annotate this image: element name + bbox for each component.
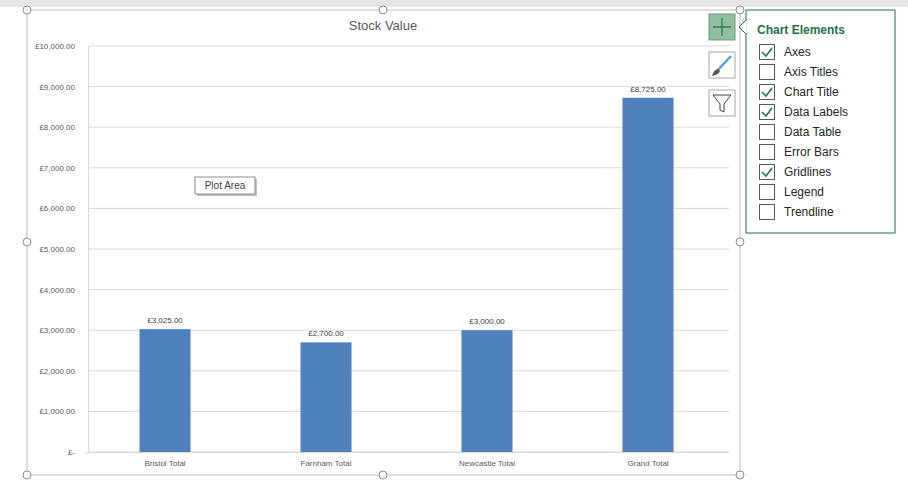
checkbox[interactable]: [760, 165, 775, 180]
checkbox-label[interactable]: Legend: [784, 185, 824, 199]
y-tick: £9,000.00: [39, 83, 88, 92]
x-tick: Newcastle Total: [459, 452, 515, 468]
chart-area[interactable]: [27, 10, 740, 475]
y-tick: £1,000.00: [39, 407, 88, 416]
checkbox-label[interactable]: Axis Titles: [784, 65, 838, 79]
checkbox-label[interactable]: Axes: [784, 45, 811, 59]
top-strip: [0, 0, 908, 7]
resize-handle[interactable]: [736, 471, 744, 479]
y-tick: £5,000.00: [39, 245, 88, 254]
y-axis-line: [88, 47, 89, 453]
y-tick: £8,000.00: [39, 123, 88, 132]
bar: [300, 342, 351, 452]
brush-tip: [712, 69, 720, 76]
panel-box: [746, 10, 895, 233]
panel-pointer: [739, 20, 746, 34]
checkmark: [762, 88, 772, 96]
y-tick-label: £2,000.00: [39, 367, 75, 376]
resize-handle[interactable]: [379, 471, 387, 479]
brush-icon: [718, 56, 731, 70]
checkbox[interactable]: [760, 45, 775, 60]
panel-title: Chart Elements: [757, 23, 845, 37]
y-tick-label: £10,000.00: [35, 42, 76, 51]
x-tick-label: Newcastle Total: [459, 459, 515, 468]
checkbox[interactable]: [760, 185, 775, 200]
resize-handle[interactable]: [379, 6, 387, 14]
y-tick: £7,000.00: [39, 164, 88, 173]
bar: [622, 98, 673, 452]
checkbox[interactable]: [760, 125, 775, 140]
y-tick-label: £8,000.00: [39, 123, 75, 132]
x-tick-label: Grand Total: [627, 459, 668, 468]
y-tick-label: £7,000.00: [39, 164, 75, 173]
x-tick-label: Farnham Total: [301, 459, 352, 468]
y-tick-label: £-: [68, 448, 75, 457]
checkmark: [762, 108, 772, 116]
x-tick-label: Bristol Total: [144, 459, 185, 468]
pointer-cover: [745, 21, 747, 33]
y-tick: £-: [68, 448, 88, 457]
gridline: [88, 46, 729, 47]
tooltip-text: Plot Area: [205, 180, 246, 191]
y-tick: £10,000.00: [35, 42, 88, 51]
x-axis: Bristol Total Farnham Total Newcastle Tota…: [85, 452, 729, 468]
data-labels: £3,025.00 £2,700.00 £3,000.00 £8,725.00: [147, 85, 666, 339]
resize-handle[interactable]: [23, 238, 31, 246]
checkbox[interactable]: [760, 65, 775, 80]
tooltip: Plot Area: [195, 177, 257, 196]
checkbox[interactable]: [760, 145, 775, 160]
chart-elements-panel: Chart Elements Axes Axis Titles Chart Title…: [739, 10, 895, 233]
checkbox[interactable]: [760, 205, 775, 220]
bar: [461, 330, 512, 452]
resize-handle[interactable]: [23, 6, 31, 14]
checkbox-label[interactable]: Data Labels: [784, 105, 848, 119]
chart-buttons: [709, 14, 735, 116]
checkbox-label[interactable]: Gridlines: [784, 165, 831, 179]
x-tick: Bristol Total: [144, 452, 185, 468]
chart-title: Stock Value: [349, 18, 417, 33]
bars: [139, 98, 673, 452]
y-tick: £3,000.00: [39, 326, 88, 335]
checkbox-label[interactable]: Data Table: [784, 125, 841, 139]
filter-icon: [713, 95, 731, 112]
y-tick: £4,000.00: [39, 286, 88, 295]
resize-handle[interactable]: [23, 471, 31, 479]
chart-styles-button[interactable]: [709, 52, 735, 78]
checkbox[interactable]: [760, 85, 775, 100]
tooltip-box: [195, 177, 255, 194]
x-axis-line: [85, 452, 729, 453]
resize-handle[interactable]: [736, 238, 744, 246]
data-label: £3,025.00: [147, 316, 183, 325]
plus-icon: [713, 18, 731, 36]
y-tick-label: £6,000.00: [39, 204, 75, 213]
y-tick-label: £3,000.00: [39, 326, 75, 335]
y-tick-label: £5,000.00: [39, 245, 75, 254]
y-axis: £- £1,000.00 £2,000.00 £3,000.00 £4,000.00 £5…: [35, 42, 89, 457]
data-label: £8,725.00: [630, 85, 666, 94]
checkbox-label[interactable]: Trendline: [784, 205, 834, 219]
resize-handle[interactable]: [736, 6, 744, 14]
checkbox-label[interactable]: Chart Title: [784, 85, 839, 99]
gridlines: [88, 46, 729, 452]
checkbox-label[interactable]: Error Bars: [784, 145, 839, 159]
data-label: £3,000.00: [469, 317, 505, 326]
bar: [139, 329, 190, 452]
chart-filters-button[interactable]: [709, 90, 735, 116]
x-tick: Farnham Total: [301, 452, 352, 468]
y-tick: £2,000.00: [39, 367, 88, 376]
selection-handles: [23, 6, 744, 479]
checkbox[interactable]: [760, 105, 775, 120]
window-background: [0, 0, 908, 480]
y-tick: £6,000.00: [39, 204, 88, 213]
checkmark: [762, 48, 772, 56]
chart-elements-button[interactable]: [709, 14, 735, 40]
y-tick-label: £4,000.00: [39, 286, 75, 295]
data-label: £2,700.00: [308, 329, 344, 338]
x-tick: Grand Total: [627, 452, 668, 468]
y-tick-label: £1,000.00: [39, 407, 75, 416]
checkmark: [762, 168, 772, 176]
y-tick-label: £9,000.00: [39, 83, 75, 92]
